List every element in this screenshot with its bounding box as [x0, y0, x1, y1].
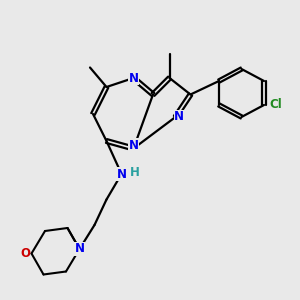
Text: N: N: [128, 71, 139, 85]
Text: N: N: [74, 242, 85, 256]
Text: O: O: [20, 247, 30, 260]
Text: H: H: [130, 166, 140, 179]
Text: Cl: Cl: [269, 98, 282, 112]
Text: N: N: [128, 139, 139, 152]
Text: N: N: [116, 167, 127, 181]
Text: N: N: [174, 110, 184, 124]
